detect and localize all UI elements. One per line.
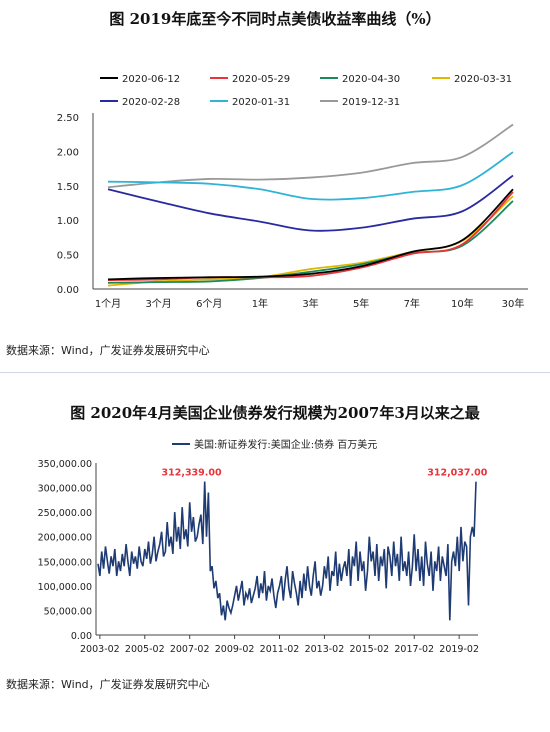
data-label: 312,037.00 xyxy=(427,468,487,479)
legend-label-2020-01-31: 2020-01-31 xyxy=(232,97,290,108)
series-line-2020-01-31 xyxy=(107,151,514,201)
x-tick-label: 7年 xyxy=(404,297,420,310)
yield-curve-chart: 2020-06-12 2020-05-29 2020-04-30 2020-03-31… xyxy=(57,74,528,310)
x-tick-label: 2011-02 xyxy=(260,644,300,655)
series-line-2020-04-30 xyxy=(107,200,514,284)
series-line-2020-06-12 xyxy=(107,188,514,281)
legend-label-2020-02-28: 2020-02-28 xyxy=(122,97,180,108)
y-tick-label: 350,000.00 xyxy=(38,459,92,470)
legend-label-2020-05-29: 2020-05-29 xyxy=(232,74,290,85)
chart1-source: 数据来源：Wind，广发证券发展研究中心 xyxy=(6,344,210,357)
x-tick-label: 2007-02 xyxy=(170,644,210,655)
y-tick-label: 2.00 xyxy=(57,147,79,158)
y-tick-label: 0.50 xyxy=(57,251,79,262)
data-label: 312,339.00 xyxy=(162,468,222,479)
legend-label-2020-04-30: 2020-04-30 xyxy=(342,74,400,85)
y-tick-label: 150,000.00 xyxy=(38,557,92,568)
x-tick-label: 5年 xyxy=(353,297,369,310)
y-tick-label: 100,000.00 xyxy=(38,582,92,593)
y-tick-label: 0.00 xyxy=(57,285,79,296)
y-tick-label: 2.50 xyxy=(57,113,79,124)
y-tick-label: 1.50 xyxy=(57,182,79,193)
x-tick-label: 2015-02 xyxy=(349,644,389,655)
chart2-title: 图 2020年4月美国企业债券发行规模为2007年3月以来之最 xyxy=(70,404,480,422)
legend-label-2019-12-31: 2019-12-31 xyxy=(342,97,400,108)
chart1-title: 图 2019年底至今不同时点美债收益率曲线（%） xyxy=(109,10,441,28)
yield-curve-panel: 图 2019年底至今不同时点美债收益率曲线（%） 2020-06-12 2020-… xyxy=(0,10,550,373)
x-tick-label: 3个月 xyxy=(145,298,171,310)
y-tick-label: 300,000.00 xyxy=(38,484,92,495)
y-tick-label: 200,000.00 xyxy=(38,533,92,544)
x-tick-label: 1年 xyxy=(252,297,268,310)
legend-label: 美国:新证券发行:美国企业:债券 百万美元 xyxy=(194,438,377,451)
y-tick-label: 0.00 xyxy=(71,631,92,642)
y-tick-label: 250,000.00 xyxy=(38,508,92,519)
x-tick-label: 2013-02 xyxy=(305,644,345,655)
y-tick-label: 1.00 xyxy=(57,216,79,227)
chart2-source: 数据来源：Wind，广发证券发展研究中心 xyxy=(6,678,210,691)
x-tick-label: 30年 xyxy=(502,297,525,310)
x-tick-label: 10年 xyxy=(451,297,474,310)
series-line-2020-02-28 xyxy=(107,174,514,232)
series-line xyxy=(97,481,477,621)
x-tick-label: 2005-02 xyxy=(125,644,165,655)
x-tick-label: 2019-02 xyxy=(439,644,479,655)
legend-label-2020-06-12: 2020-06-12 xyxy=(122,74,180,85)
corporate-bond-panel: 图 2020年4月美国企业债券发行规模为2007年3月以来之最 美国:新证券发行… xyxy=(0,380,550,732)
corporate-bond-chart: 美国:新证券发行:美国企业:债券 百万美元 0.00 50,000.00 100,00… xyxy=(38,438,488,655)
x-tick-label: 3年 xyxy=(302,297,318,310)
x-tick-label: 2003-02 xyxy=(80,644,120,655)
x-tick-label: 2017-02 xyxy=(394,644,434,655)
series-line-2020-05-29 xyxy=(107,191,514,281)
legend-label-2020-03-31: 2020-03-31 xyxy=(454,74,512,85)
series-line-2019-12-31 xyxy=(107,123,514,189)
x-tick-label: 1个月 xyxy=(95,298,121,310)
x-tick-label: 2009-02 xyxy=(215,644,255,655)
y-tick-label: 50,000.00 xyxy=(44,606,92,617)
x-tick-label: 6个月 xyxy=(196,298,222,310)
